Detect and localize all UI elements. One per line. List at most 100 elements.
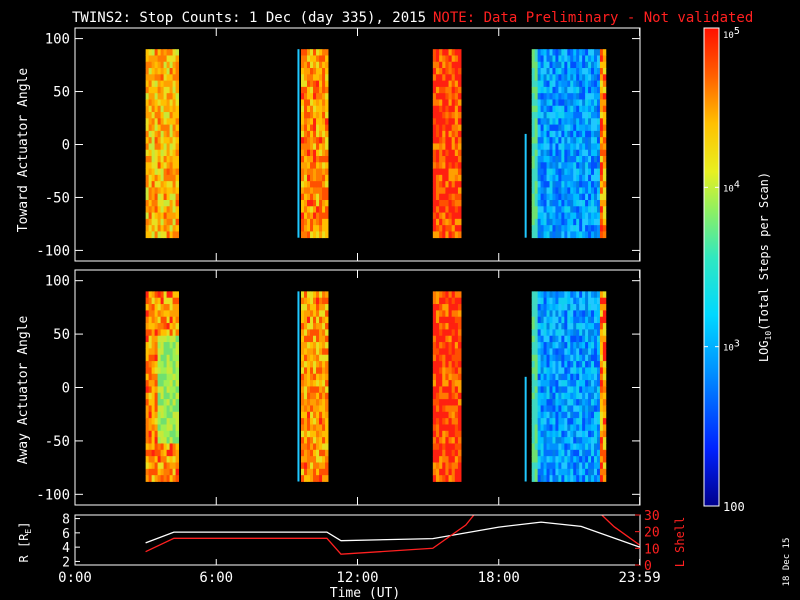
heat-cell — [561, 231, 565, 239]
heat-cell — [540, 297, 544, 305]
heat-cell — [561, 49, 565, 56]
heat-cell — [432, 373, 437, 381]
heat-cell — [457, 68, 462, 75]
heat-cell — [582, 342, 586, 349]
heat-cell — [555, 386, 559, 394]
heat-cell — [175, 392, 179, 400]
heat-cell — [599, 105, 604, 113]
heat-cell — [599, 475, 604, 482]
time-tick-label-3: 18:00 — [478, 570, 520, 586]
heat-cell — [301, 456, 305, 463]
heat-cell — [316, 335, 320, 343]
heat-cell — [531, 68, 536, 75]
heat-cell — [457, 361, 462, 368]
heat-cell — [325, 212, 329, 220]
heat-cell — [543, 149, 547, 157]
heat-cell — [582, 475, 586, 482]
heat-cell — [555, 130, 559, 138]
heat-cell — [602, 143, 607, 151]
heat-cell — [546, 392, 550, 400]
heat-cell — [307, 68, 311, 75]
heat-cell — [451, 231, 456, 239]
heat-cell — [591, 443, 595, 451]
heat-cell — [567, 193, 571, 201]
heat-cell — [160, 424, 165, 432]
heat-cell — [576, 399, 580, 406]
heat-cell — [448, 149, 453, 157]
heat-cell — [172, 137, 176, 144]
heat-cell — [172, 405, 176, 413]
heat-cell — [570, 329, 574, 337]
heat-cell — [561, 174, 565, 182]
heat-cell — [325, 323, 329, 330]
colorbar-label-rest: (Total Steps per Scan) — [757, 172, 771, 331]
heat-cell — [543, 200, 547, 207]
heat-cell — [163, 475, 167, 482]
heat-cell — [316, 49, 320, 56]
heat-cell — [454, 456, 459, 463]
heat-cell — [567, 468, 571, 476]
heat-cell — [558, 291, 562, 299]
heat-cell — [585, 418, 589, 425]
heat-cell — [148, 105, 153, 113]
heat-cell — [558, 475, 562, 482]
heat-cell — [154, 291, 159, 299]
heat-cell — [175, 443, 179, 451]
heat-cell — [537, 212, 542, 220]
heat-cell — [596, 86, 601, 94]
heat-cell — [169, 206, 173, 213]
heat-cell — [316, 137, 320, 144]
heat-cell — [307, 124, 311, 132]
heat-cell — [157, 399, 162, 406]
heat-cell — [154, 342, 159, 349]
heat-cell — [316, 99, 320, 107]
heat-cell — [313, 411, 317, 419]
heat-cell — [552, 174, 556, 182]
heat-cell — [151, 418, 156, 425]
heat-cell — [576, 55, 580, 63]
heat-cell — [599, 99, 604, 107]
heat-cell — [145, 124, 150, 132]
heat-cell — [585, 411, 589, 419]
heat-cell — [313, 405, 317, 413]
heat-cell — [442, 112, 446, 119]
heat-cell — [432, 74, 437, 81]
colorbar-tick-base: 100 — [723, 500, 745, 514]
heat-cell — [591, 168, 595, 176]
heat-cell — [307, 93, 311, 100]
heat-cell — [325, 68, 329, 75]
heat-cell — [546, 386, 550, 394]
heat-cell — [567, 143, 571, 151]
heat-cell — [154, 386, 159, 394]
heat-cell — [163, 143, 167, 151]
heat-cell — [591, 130, 595, 138]
heat-cell — [154, 392, 159, 400]
heat-cell — [588, 68, 592, 75]
heat-cell — [564, 411, 568, 419]
heat-cell — [549, 456, 553, 463]
heat-cell — [588, 361, 592, 368]
heat-cell — [549, 118, 553, 125]
heat-cell — [585, 437, 589, 444]
heat-cell — [555, 137, 559, 144]
heat-cell — [316, 373, 320, 381]
heat-cell — [445, 99, 449, 107]
time-axis-label: Time (UT) — [330, 586, 400, 600]
heat-cell — [310, 218, 314, 226]
heat-cell — [570, 437, 574, 444]
heat-cell — [307, 61, 311, 69]
heat-cell — [531, 342, 536, 349]
heat-cell — [169, 212, 173, 220]
heat-cell — [567, 297, 571, 305]
heat-cell — [307, 193, 311, 201]
heat-cell — [591, 118, 595, 125]
heat-cell — [445, 386, 449, 394]
heat-cell — [576, 156, 580, 163]
heat-cell — [151, 200, 156, 207]
heat-cell — [570, 291, 574, 299]
heat-cell — [432, 212, 437, 220]
heat-cell — [561, 449, 565, 457]
heat-cell — [154, 68, 159, 75]
heat-cell — [567, 168, 571, 176]
heat-cell — [451, 411, 456, 419]
